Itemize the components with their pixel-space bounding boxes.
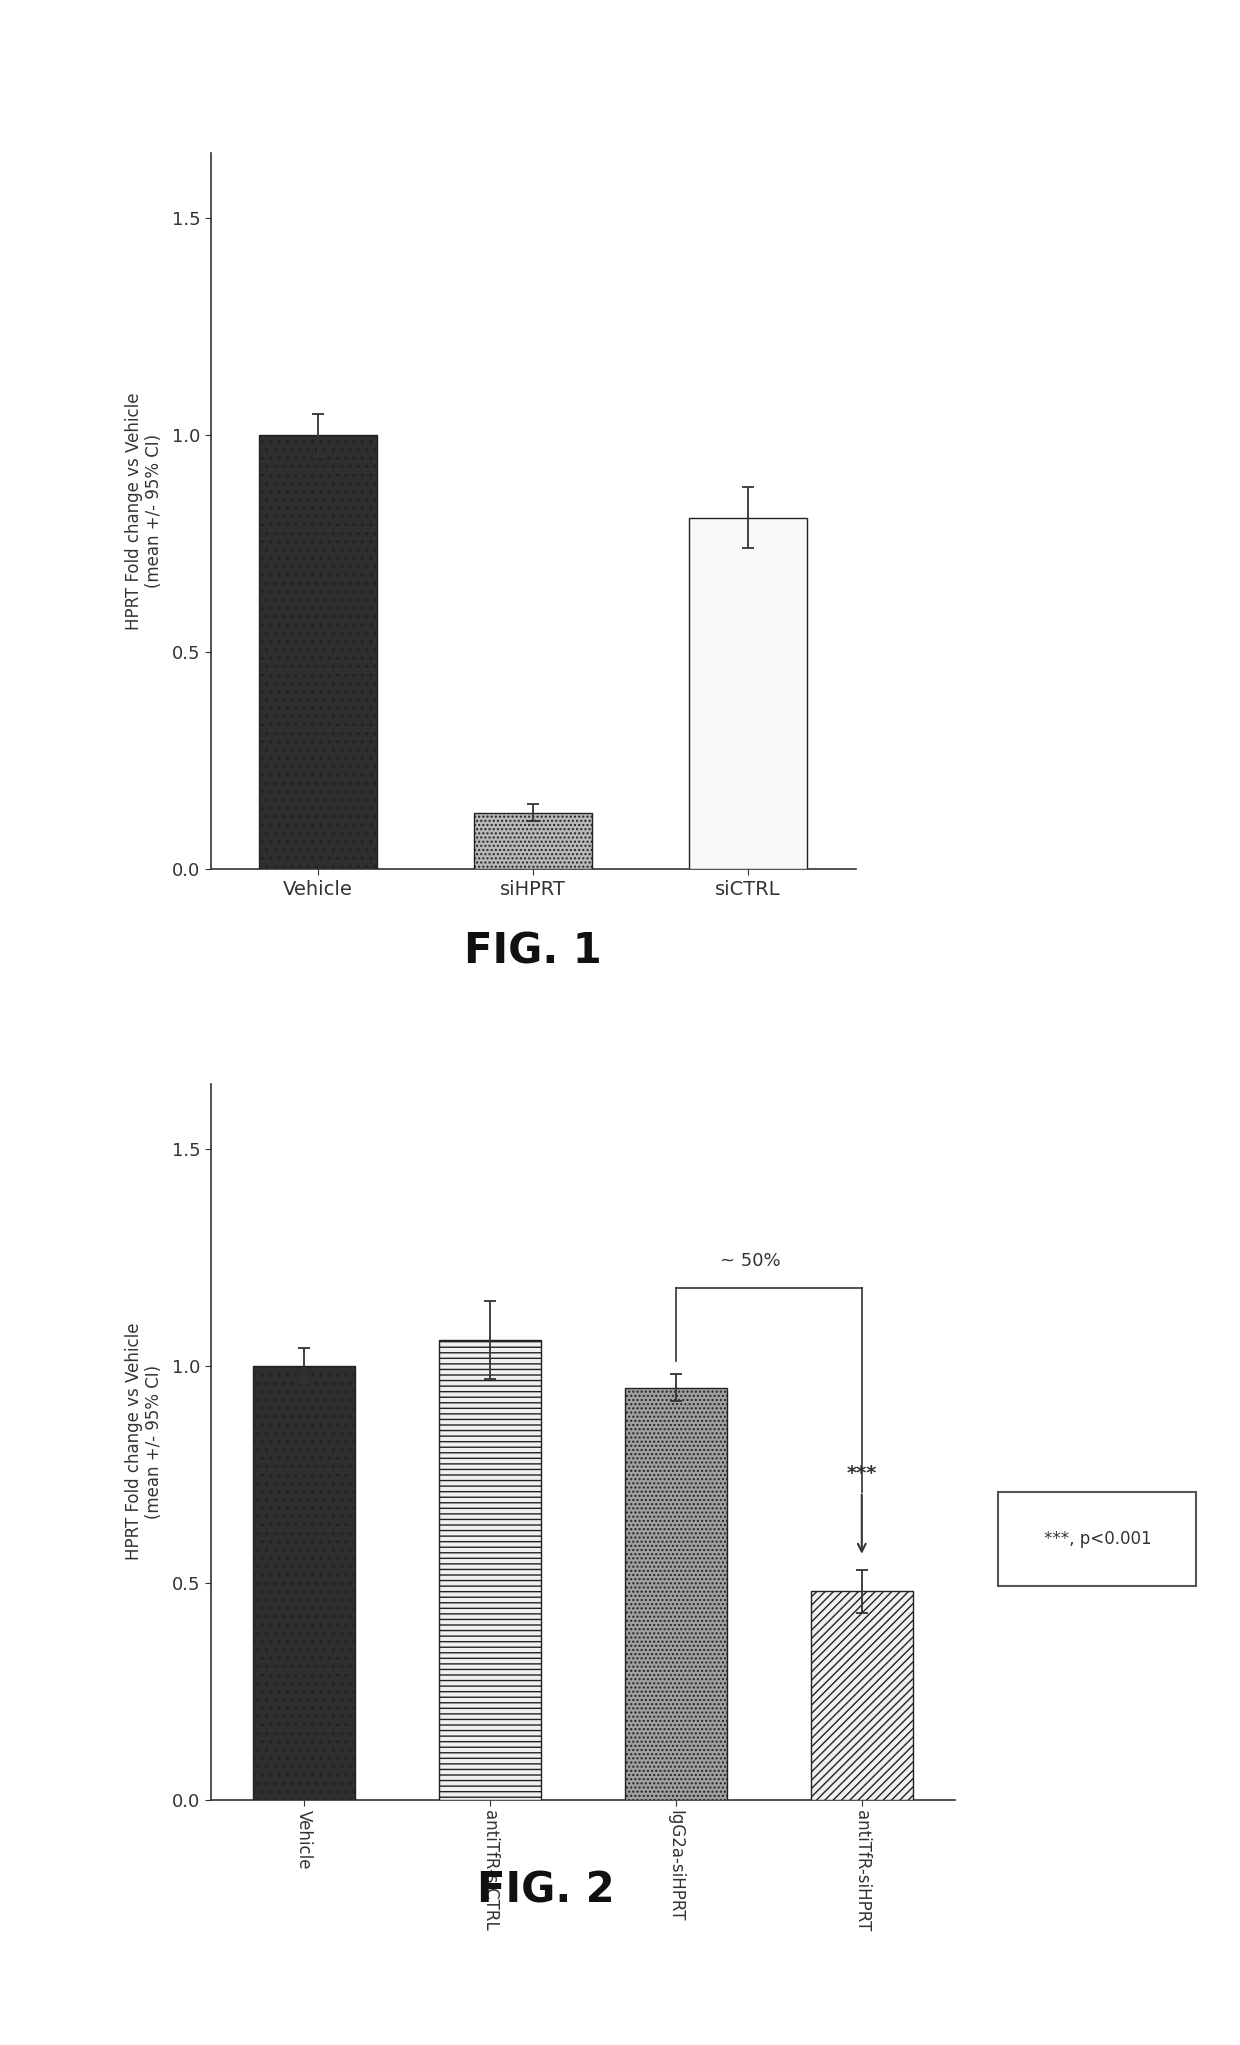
Bar xyxy=(625,1387,727,1800)
Text: ***, p<0.001: ***, p<0.001 xyxy=(1044,1530,1151,1548)
Text: ***: *** xyxy=(847,1464,877,1483)
Text: FIG. 1: FIG. 1 xyxy=(464,930,603,973)
Bar xyxy=(439,1339,541,1800)
Text: FIG. 2: FIG. 2 xyxy=(477,1869,614,1912)
Bar xyxy=(689,517,807,869)
Bar xyxy=(259,436,377,869)
Bar xyxy=(811,1591,913,1800)
Bar xyxy=(998,1491,1197,1587)
Y-axis label: HPRT Fold change vs Vehicle
(mean +/- 95% CI): HPRT Fold change vs Vehicle (mean +/- 95… xyxy=(125,393,164,630)
Y-axis label: HPRT Fold change vs Vehicle
(mean +/- 95% CI): HPRT Fold change vs Vehicle (mean +/- 95… xyxy=(125,1323,164,1560)
Bar xyxy=(474,812,593,869)
Text: ~ 50%: ~ 50% xyxy=(720,1252,780,1270)
Bar xyxy=(253,1366,355,1800)
